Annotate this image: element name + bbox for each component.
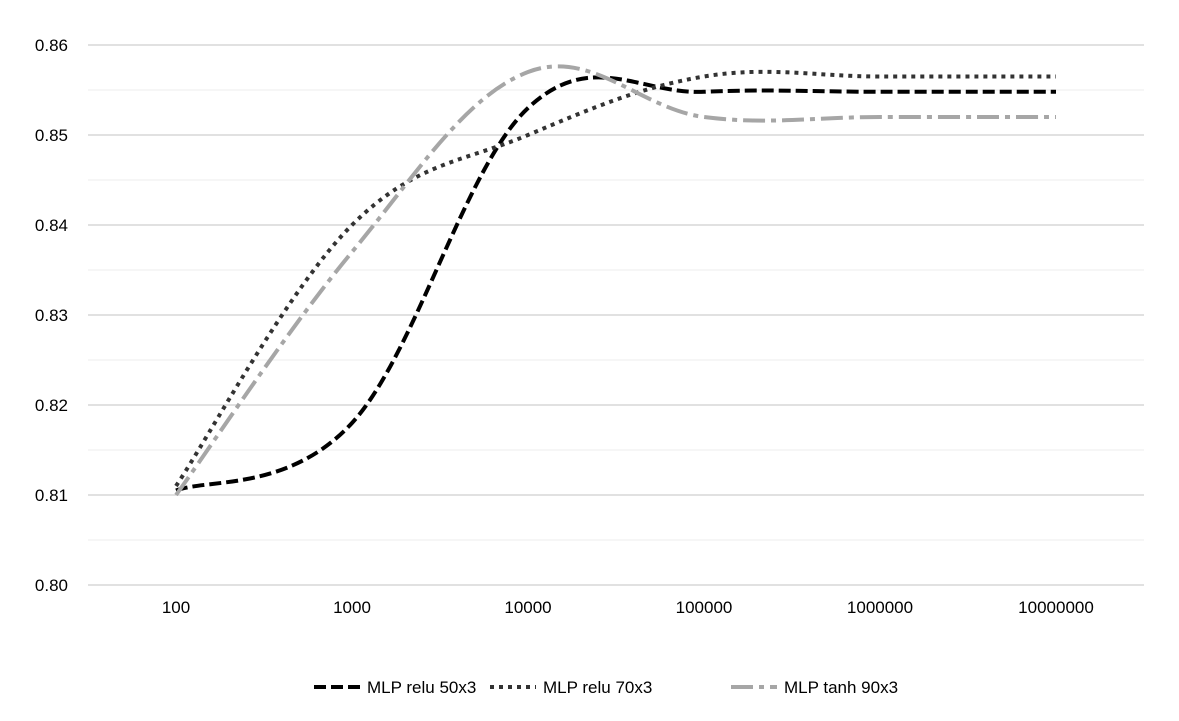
series-line-1 xyxy=(175,75,1056,493)
x-tick-label: 100000 xyxy=(676,598,733,617)
x-axis-tick-labels: 100 1000 10000 100000 1000000 10000000 xyxy=(162,598,1094,617)
legend-label: MLP tanh 90x3 xyxy=(784,678,898,697)
y-tick-label: 0.81 xyxy=(35,486,68,505)
gridlines xyxy=(88,44,1144,586)
series-line-3 xyxy=(174,64,1056,497)
legend: MLP relu 50x3 MLP relu 70x3 MLP tanh 90x3 xyxy=(314,678,898,697)
series-lines xyxy=(174,64,1056,497)
y-tick-label: 0.80 xyxy=(35,576,68,595)
x-tick-label: 10000 xyxy=(504,598,551,617)
y-axis-tick-labels: 0.80 0.81 0.82 0.83 0.84 0.85 0.86 xyxy=(35,36,68,595)
x-tick-label: 100 xyxy=(162,598,190,617)
y-tick-label: 0.84 xyxy=(35,216,68,235)
y-tick-label: 0.86 xyxy=(35,36,68,55)
y-tick-label: 0.82 xyxy=(35,396,68,415)
x-tick-label: 1000 xyxy=(333,598,371,617)
y-tick-label: 0.85 xyxy=(35,126,68,145)
y-tick-label: 0.83 xyxy=(35,306,68,325)
x-tick-label: 10000000 xyxy=(1018,598,1094,617)
x-tick-label: 1000000 xyxy=(847,598,913,617)
legend-label: MLP relu 50x3 xyxy=(367,678,476,697)
legend-label: MLP relu 70x3 xyxy=(543,678,652,697)
series-line-2 xyxy=(174,69,1056,488)
